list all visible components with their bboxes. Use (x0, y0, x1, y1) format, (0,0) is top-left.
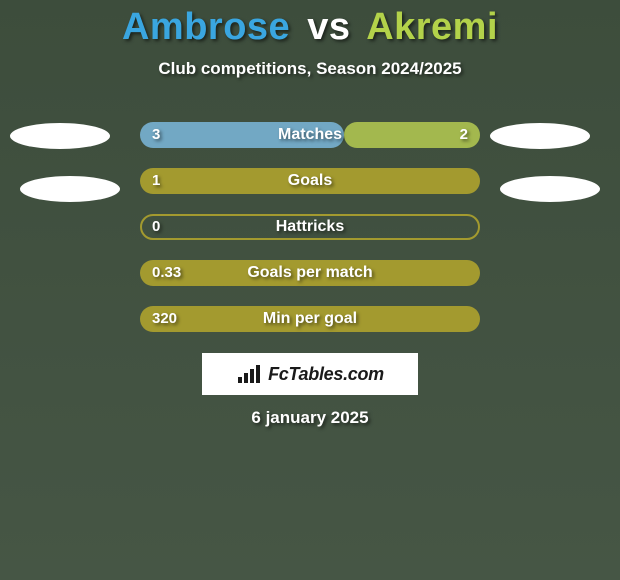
player2-name: Akremi (366, 6, 498, 48)
player-token (500, 176, 600, 202)
bar-track (140, 122, 480, 148)
bar-track (140, 214, 480, 240)
bar-track (140, 260, 480, 286)
stat-value-left: 3 (152, 122, 160, 148)
stat-row: Goals per match0.33 (0, 249, 620, 295)
player-token (10, 123, 110, 149)
stat-value-left: 1 (152, 168, 160, 194)
bar-left (140, 168, 480, 194)
player1-name: Ambrose (122, 6, 290, 48)
player-token (20, 176, 120, 202)
bar-left (140, 260, 480, 286)
bar-track (140, 168, 480, 194)
comparison-card: { "title": { "player1": "Ambrose", "vs":… (0, 0, 620, 580)
bar-track (140, 306, 480, 332)
subtitle: Club competitions, Season 2024/2025 (0, 59, 620, 79)
bar-chart-icon (236, 363, 262, 385)
stat-value-right: 2 (460, 122, 468, 148)
comparison-title: Ambrose vs Akremi (0, 6, 620, 49)
stat-value-left: 320 (152, 306, 177, 332)
stat-row: Min per goal320 (0, 295, 620, 341)
brand-badge[interactable]: FcTables.com (202, 353, 418, 395)
stat-value-left: 0 (152, 214, 160, 240)
bar-left (140, 122, 344, 148)
bar-left (140, 306, 480, 332)
brand-text: FcTables.com (268, 364, 384, 385)
stat-value-left: 0.33 (152, 260, 181, 286)
stat-row: Hattricks0 (0, 203, 620, 249)
player-token (490, 123, 590, 149)
footer-date: 6 january 2025 (0, 408, 620, 428)
title-vs: vs (307, 6, 350, 48)
